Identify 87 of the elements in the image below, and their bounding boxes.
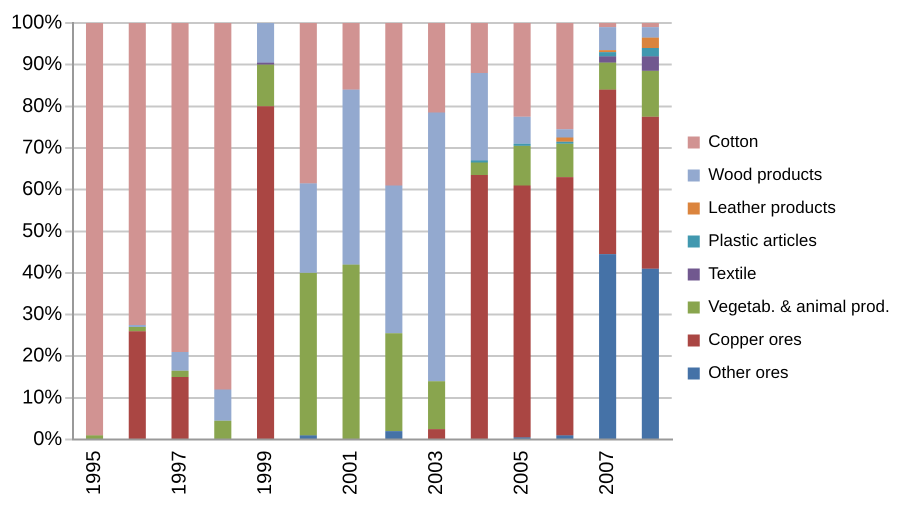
- bar: [599, 27, 616, 50]
- bar: [300, 272, 317, 436]
- bar: [556, 138, 574, 142]
- y-tick-label: 50%: [22, 220, 62, 242]
- bar: [556, 23, 574, 130]
- bar: [642, 56, 659, 71]
- bar: [556, 435, 574, 439]
- legend-label: Copper ores: [708, 330, 802, 350]
- bar: [385, 23, 402, 186]
- bar: [128, 23, 146, 325]
- bar: [342, 90, 360, 265]
- bar: [556, 177, 574, 436]
- bar: [86, 435, 104, 439]
- y-tick-label: 80%: [22, 94, 62, 117]
- y-tick-label: 60%: [22, 178, 62, 200]
- bar: [214, 390, 232, 421]
- legend-label: Vegetab. & animal prod.: [708, 297, 890, 316]
- bar: [171, 370, 189, 378]
- legend-label: Leather products: [708, 198, 836, 218]
- bar: [385, 185, 402, 334]
- legend-label: Textile: [708, 264, 756, 284]
- bar: [470, 160, 488, 163]
- x-tick-label: 2005: [510, 450, 533, 496]
- bar: [428, 429, 446, 439]
- bar: [514, 23, 531, 117]
- y-tick-label: 70%: [22, 136, 62, 158]
- bar: [342, 23, 360, 90]
- bar: [171, 23, 189, 352]
- bar: [642, 27, 659, 38]
- bar: [470, 162, 488, 176]
- bar: [385, 333, 402, 432]
- bar: [171, 352, 189, 371]
- y-tick-label: 10%: [22, 386, 62, 408]
- bar: [214, 420, 232, 439]
- y-tick-label: 100%: [10, 12, 62, 34]
- bar: [642, 268, 659, 439]
- y-tick-label: 0%: [33, 428, 62, 450]
- legend-label: Cotton: [708, 132, 758, 152]
- bar: [470, 72, 488, 160]
- x-tick-label: 1995: [83, 450, 106, 496]
- bar: [642, 23, 659, 28]
- x-tick-label: 1997: [168, 450, 191, 496]
- bar: [642, 38, 659, 48]
- bar: [642, 116, 659, 269]
- bar: [599, 254, 616, 439]
- bar: [128, 331, 146, 439]
- bar: [300, 183, 317, 273]
- bar: [470, 23, 488, 73]
- x-tick-label: 2003: [425, 450, 448, 496]
- bar: [257, 23, 274, 63]
- bar: [556, 129, 574, 138]
- bar: [128, 327, 146, 332]
- legend-label: Wood products: [708, 165, 822, 184]
- bar: [428, 23, 446, 113]
- bar: [342, 264, 360, 439]
- bar: [514, 116, 531, 144]
- bar: [428, 112, 446, 382]
- bar: [128, 324, 146, 328]
- bar: [300, 23, 317, 184]
- bar: [428, 381, 446, 430]
- bar: [599, 56, 616, 63]
- y-tick-label: 90%: [22, 53, 62, 76]
- bar: [257, 106, 274, 439]
- y-tick-label: 30%: [22, 303, 62, 326]
- bar: [514, 146, 531, 186]
- bar: [642, 70, 659, 117]
- bar: [642, 48, 659, 56]
- bar: [86, 23, 104, 436]
- bar: [599, 52, 616, 56]
- y-tick-label: 20%: [22, 344, 62, 367]
- bar: [385, 431, 402, 439]
- legend-label: Plastic articles: [708, 231, 817, 250]
- x-tick-label: 2007: [596, 450, 618, 496]
- bar: [514, 185, 531, 438]
- y-tick-label: 40%: [22, 261, 62, 284]
- x-tick-label: 2001: [340, 450, 362, 496]
- legend-label: Other ores: [708, 363, 789, 382]
- bar: [257, 64, 274, 106]
- bar: [599, 23, 616, 28]
- bar: [300, 435, 317, 439]
- bar: [171, 377, 189, 439]
- bar: [470, 175, 488, 439]
- bar: [599, 90, 616, 254]
- bar: [214, 23, 232, 390]
- bar: [599, 62, 616, 90]
- x-tick-label: 1999: [254, 450, 276, 496]
- bar: [556, 144, 574, 178]
